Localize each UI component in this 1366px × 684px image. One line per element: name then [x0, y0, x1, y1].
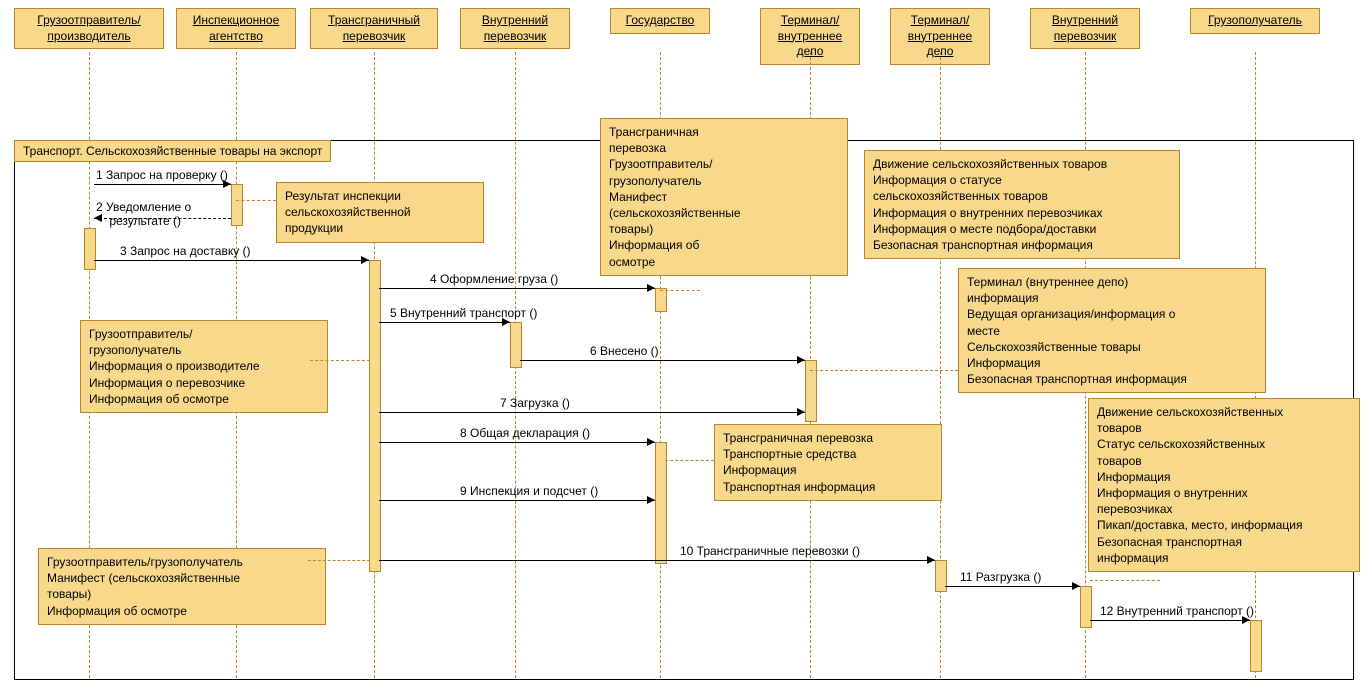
activation-p8-8 [1080, 586, 1092, 628]
activation-p5-4 [655, 288, 667, 312]
message-label-6: 6 Внесено () [590, 344, 659, 358]
note-link-3 [810, 370, 958, 371]
message-line-9 [379, 500, 655, 501]
message-label-10: 10 Трансграничные перевозки () [680, 544, 860, 558]
message-label-12: 12 Внутренний транспорт () [1100, 604, 1254, 618]
participant-p4: Внутреннийперевозчик [460, 8, 570, 49]
message-line-11 [945, 586, 1080, 587]
note-n1: Результат инспекциисельскохозяйственнойп… [276, 182, 484, 243]
arrow-3 [361, 256, 369, 264]
arrow-6 [797, 356, 805, 364]
message-label-11: 11 Разгрузка () [960, 570, 1041, 584]
note-link-6 [1090, 580, 1160, 581]
activation-p1-0 [84, 228, 96, 270]
message-label-1: 1 Запрос на проверку () [96, 168, 228, 182]
message-label-5: 5 Внутренний транспорт () [390, 306, 537, 320]
arrow-11 [1072, 582, 1080, 590]
participant-p1: Грузоотправитель/производитель [14, 8, 164, 49]
arrow-4 [647, 284, 655, 292]
message-label-9: 9 Инспекция и подсчет () [460, 484, 598, 498]
activation-p2-1 [231, 184, 243, 226]
message-line-7 [379, 412, 805, 413]
message-line-3 [94, 260, 369, 261]
message-label-3: 3 Запрос на доставку () [120, 244, 251, 258]
message-line-6 [520, 360, 805, 361]
message-line-12 [1090, 620, 1250, 621]
note-n3: ТрансграничнаяперевозкаГрузоотправитель/… [600, 118, 848, 276]
note-link-0 [236, 200, 276, 201]
arrow-8 [647, 438, 655, 446]
note-n7: Грузоотправитель/грузополучательМанифест… [38, 548, 326, 625]
note-n8: Движение сельскохозяйственныхтоваровСтат… [1088, 398, 1360, 572]
note-link-1 [310, 360, 370, 361]
message-label-2: 2 Уведомление о результате () [96, 200, 191, 228]
activation-p4-3 [510, 322, 522, 368]
activation-p9-9 [1250, 620, 1262, 672]
note-link-5 [308, 560, 370, 561]
arrow-7 [797, 408, 805, 416]
message-label-4: 4 Оформление груза () [430, 272, 558, 286]
message-line-1 [94, 184, 231, 185]
note-n2: Грузоотправитель/грузополучательИнформац… [80, 320, 328, 413]
message-label-8: 8 Общая декларация () [460, 426, 590, 440]
note-n6: Трансграничная перевозкаТранспортные сре… [714, 424, 942, 501]
arrow-9 [647, 496, 655, 504]
message-line-10 [379, 560, 935, 561]
arrow-10 [927, 556, 935, 564]
activation-p3-2 [369, 260, 381, 572]
message-line-8 [379, 442, 655, 443]
message-line-5 [379, 322, 510, 323]
participant-p9: Грузополучатель [1190, 8, 1320, 34]
participant-p2: Инспекционноеагентство [176, 8, 296, 49]
message-label-7: 7 Загрузка () [500, 396, 570, 410]
message-line-4 [379, 288, 655, 289]
participant-p8: Внутреннийперевозчик [1030, 8, 1140, 49]
note-link-4 [665, 460, 714, 461]
note-n4: Движение сельскохозяйственных товаровИнф… [864, 150, 1180, 259]
activation-p7-7 [935, 560, 947, 592]
frame-label: Транспорт. Сельскохозяйственные товары н… [14, 140, 331, 162]
note-n5: Терминал (внутреннее депо)информацияВеду… [958, 268, 1266, 393]
participant-p3: Трансграничныйперевозчик [310, 8, 438, 49]
note-link-2 [660, 290, 700, 291]
participant-p5: Государство [610, 8, 710, 34]
